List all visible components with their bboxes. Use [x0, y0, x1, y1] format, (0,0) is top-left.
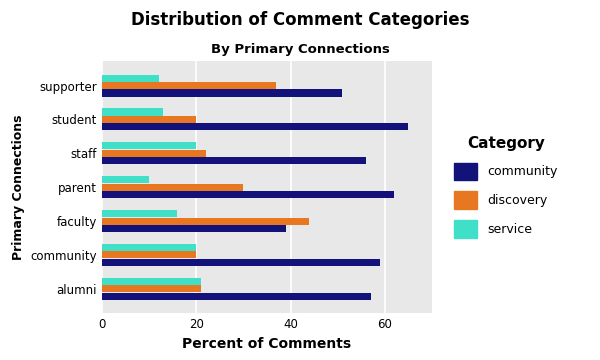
Bar: [102, 176, 149, 183]
Text: Distribution of Comment Categories: Distribution of Comment Categories: [131, 11, 469, 29]
Bar: [102, 150, 206, 157]
Bar: [102, 108, 163, 116]
Bar: [102, 157, 366, 164]
Bar: [102, 191, 394, 198]
Y-axis label: Primary Connections: Primary Connections: [12, 114, 25, 260]
Bar: [102, 259, 380, 266]
Bar: [102, 116, 196, 123]
Bar: [102, 244, 196, 251]
Text: By Primary Connections: By Primary Connections: [211, 43, 389, 56]
Bar: [102, 123, 409, 130]
Bar: [102, 210, 178, 217]
Bar: [102, 293, 371, 300]
Bar: [102, 278, 201, 285]
Legend: community, discovery, service: community, discovery, service: [448, 130, 563, 244]
X-axis label: Percent of Comments: Percent of Comments: [182, 337, 352, 351]
Bar: [102, 285, 201, 292]
Bar: [102, 217, 310, 225]
Bar: [102, 142, 196, 149]
Bar: [102, 82, 277, 89]
Bar: [102, 75, 158, 82]
Bar: [102, 90, 343, 96]
Bar: [102, 225, 286, 232]
Bar: [102, 184, 244, 191]
Bar: [102, 251, 196, 258]
